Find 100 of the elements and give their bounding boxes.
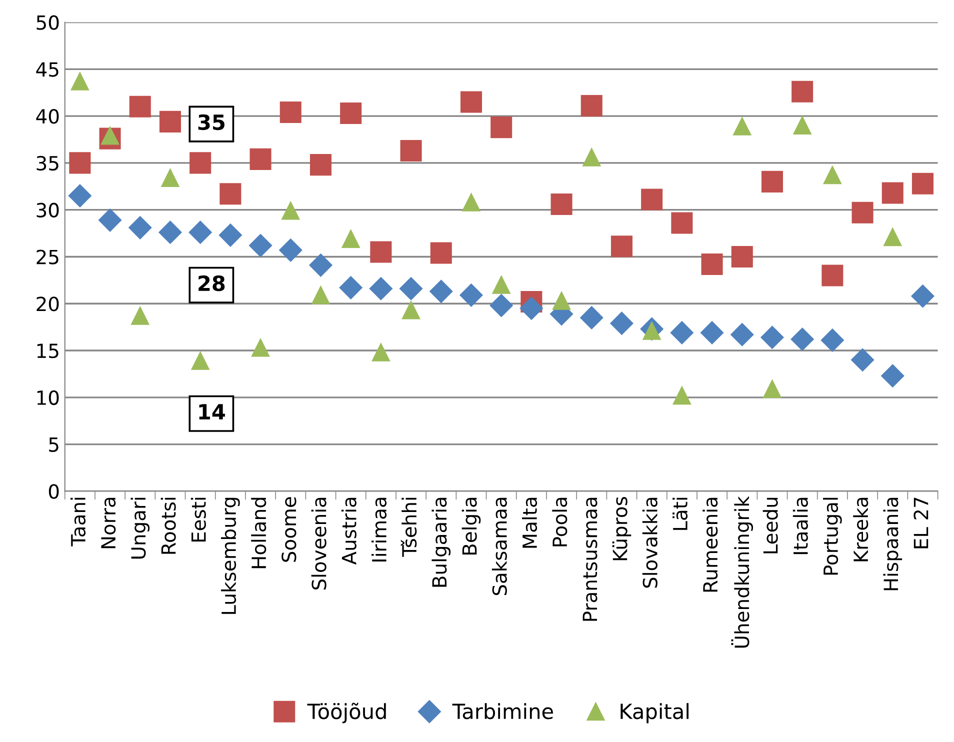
y-tick-label: 45 [36,62,58,77]
point [580,94,602,116]
point [610,236,632,258]
point [820,328,844,352]
point [550,193,572,215]
point [911,284,934,308]
annotation: 14 [199,404,225,420]
x-tick-label: EL 27 [914,498,928,548]
point [761,170,783,192]
point [100,126,120,145]
point [671,212,693,234]
point [582,148,601,166]
legend-label: Kapital [620,703,688,724]
point [763,380,782,398]
point [218,224,242,247]
x-tick-label: Kreeka [853,498,868,562]
point [340,102,362,124]
y-tick-label: 40 [36,109,59,124]
point [282,202,300,220]
point [462,193,480,212]
point [731,246,753,268]
point [69,152,91,174]
point [68,184,92,208]
point [161,168,180,187]
x-tick-label: Eesti [190,498,206,542]
point [369,277,392,300]
point [310,154,332,176]
x-tick-label: Itaalia [792,498,808,554]
point [430,280,453,303]
x-tick-label: Austria [341,498,356,565]
point [158,220,182,244]
x-tick-label: Ühendkuningrik [731,496,754,648]
point [884,228,902,246]
y-tick-label: 35 [36,156,58,171]
point [520,296,543,320]
point [400,140,422,162]
x-tick-label: Ungari [130,498,150,559]
x-tick-label: Norra [101,498,116,548]
point [882,182,904,204]
point [309,254,332,277]
x-tick-label: Leedu [762,498,778,554]
point [672,386,691,405]
x-tick-label: Luksemburg [221,498,240,614]
point [370,241,392,263]
x-tick-label: Slovakkia [642,498,658,588]
y-tick-label: 20 [36,296,59,312]
x-tick-label: Portugal [823,498,842,575]
point [701,253,723,275]
point [730,323,754,346]
point [251,338,270,357]
point [700,321,724,344]
point [312,286,330,304]
point [790,328,814,351]
point [191,352,210,370]
y-tick-label: 5 [49,438,58,452]
point [131,306,150,325]
point [339,276,362,300]
legend-label: Tarbimine [452,703,553,720]
point [430,242,452,264]
x-tick-label: Taani [70,498,86,546]
point [190,152,212,174]
point [159,110,181,132]
x-tick-label: Prantsusmaa [582,498,598,621]
point [372,343,390,362]
point [760,326,784,349]
x-tick-label: Hispaania [883,498,902,590]
point [249,234,272,257]
x-tick-label: Sloveenia [311,498,326,590]
point [823,166,842,184]
x-tick-label: Soome [282,497,296,562]
y-tick-label: 10 [37,390,59,406]
point [188,220,212,244]
point [402,301,420,320]
point [342,230,360,248]
point [280,102,302,124]
point [98,208,122,232]
annotation: 35 [198,114,224,130]
legend-label: Tööjõud [307,702,386,724]
point [792,80,814,102]
point [852,202,874,224]
x-tick-label: Saksamaa [492,498,507,596]
point [250,148,272,170]
y-tick-label: 15 [37,344,58,358]
x-tick-label: Bulgaaria [432,498,451,587]
point [822,264,844,286]
point [851,348,874,372]
y-tick-label: 0 [48,484,59,499]
point [400,277,423,300]
point [220,183,242,205]
annotation: 28 [198,275,225,292]
point [492,276,510,294]
point [733,117,752,136]
point [128,216,152,240]
y-tick-label: 30 [36,202,59,218]
y-tick-label: 25 [36,250,58,264]
point [490,294,513,317]
point [881,364,904,388]
x-tick-label: Belgia [462,498,481,555]
point [460,284,483,307]
point [552,292,571,310]
